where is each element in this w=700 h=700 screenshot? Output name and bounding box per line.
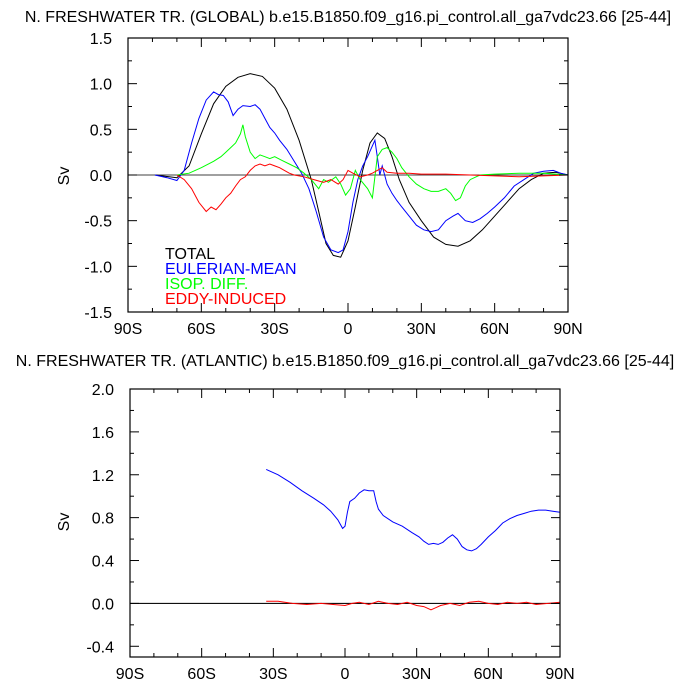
global-y-tick-label: -1.5 (84, 305, 112, 322)
global-y-tick-label: 1.5 (90, 31, 112, 48)
atlantic-y-tick-label: 1.2 (92, 468, 114, 485)
atlantic-chart-title: N. FRESHWATER TR. (ATLANTIC) b.e15.B1850… (16, 353, 674, 370)
atlantic-x-tick-label: 30N (402, 666, 431, 683)
global-x-tick-label: 0 (344, 321, 353, 338)
atlantic-y-axis-label: Sv (56, 513, 73, 532)
global-y-axis-label: Sv (56, 167, 73, 186)
global-x-tick-label: 60N (480, 321, 509, 338)
atlantic-chart-panel: N. FRESHWATER TR. (ATLANTIC) b.e15.B1850… (16, 353, 674, 683)
atlantic-y-tick-label: 0.4 (92, 554, 114, 571)
global-chart-panel: N. FRESHWATER TR. (GLOBAL) b.e15.B1850.f… (25, 9, 671, 338)
global-y-tick-label: 0.0 (90, 168, 112, 185)
atlantic-x-tick-label: 90S (116, 666, 144, 683)
atlantic-x-tick-label: 60N (474, 666, 503, 683)
atlantic-x-tick-label: 0 (341, 666, 350, 683)
atlantic-line-series-2 (266, 600, 561, 611)
atlantic-y-tick-label: -0.4 (86, 639, 114, 656)
global-line-eulerian-mean (154, 91, 569, 254)
global-x-tick-label: 90S (114, 321, 142, 338)
global-y-tick-label: 1.0 (90, 77, 112, 94)
atlantic-x-tick-label: 30S (259, 666, 287, 683)
global-line-isop-diff (176, 124, 569, 202)
legend-isop-diff: ISOP. DIFF. (165, 276, 248, 293)
atlantic-x-tick-label: 60S (187, 666, 215, 683)
atlantic-y-tick-label: 1.6 (92, 425, 114, 442)
global-y-tick-label: -0.5 (84, 214, 112, 231)
atlantic-y-tick-label: 2.0 (92, 382, 114, 399)
global-chart-title: N. FRESHWATER TR. (GLOBAL) b.e15.B1850.f… (25, 9, 671, 26)
global-x-tick-label: 90N (553, 321, 582, 338)
global-x-tick-label: 30N (407, 321, 436, 338)
global-x-tick-label: 60S (187, 321, 215, 338)
atlantic-y-tick-label: 0.8 (92, 511, 114, 528)
global-y-tick-label: -1.0 (84, 259, 112, 276)
legend-total: TOTAL (165, 246, 215, 263)
atlantic-y-tick-label: 0.0 (92, 596, 114, 613)
global-line-eddy-induced (176, 163, 569, 213)
atlantic-line-series-1 (265, 468, 561, 552)
global-x-tick-label: 30S (260, 321, 288, 338)
global-legend: TOTAL EULERIAN-MEAN ISOP. DIFF. EDDY-IND… (165, 246, 297, 308)
atlantic-x-tick-label: 90N (545, 666, 574, 683)
legend-eulerian-mean: EULERIAN-MEAN (165, 261, 297, 278)
atlantic-plot-frame (129, 388, 561, 658)
global-y-tick-label: 0.5 (90, 122, 112, 139)
global-line-total (154, 73, 569, 258)
legend-eddy-induced: EDDY-INDUCED (165, 291, 286, 308)
